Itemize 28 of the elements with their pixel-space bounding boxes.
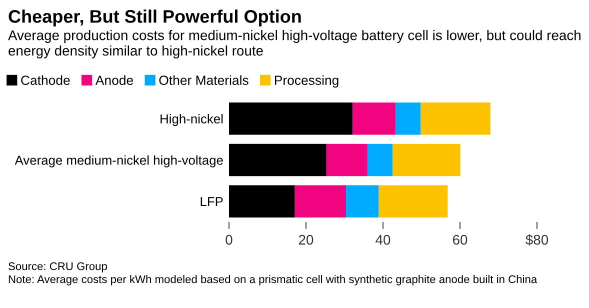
bar	[396, 102, 421, 135]
bar	[229, 144, 326, 176]
legend-label: Processing	[274, 75, 338, 88]
bar	[420, 102, 490, 135]
bar	[346, 185, 379, 218]
bar	[368, 144, 393, 176]
chart-title: Cheaper, But Still Powerful Option	[8, 10, 301, 26]
y-tick-label: Average medium-nickel high-voltage	[14, 155, 223, 168]
bar	[326, 144, 368, 176]
y-tick-label: High-nickel	[160, 114, 223, 126]
bar	[392, 144, 460, 176]
legend-label: Other Materials	[159, 75, 248, 85]
bar	[294, 185, 346, 218]
bar	[352, 102, 396, 135]
chart-subtitle: Average production costs for medium-nickel high-voltage battery cell is lower, but could reach energy density similar to high-nickel route	[8, 30, 580, 58]
x-tick-label: $80	[526, 234, 548, 246]
bar	[229, 102, 353, 135]
source-note: Source: CRU Group	[8, 262, 107, 272]
legend-label: Cathode	[21, 75, 70, 85]
x-tick-label: 20	[298, 234, 314, 245]
x-tick-label: 40	[376, 234, 390, 245]
bar	[229, 185, 295, 218]
x-tick-label: 0	[226, 234, 232, 245]
x-tick-label: 60	[452, 234, 468, 245]
legend-label: Anode	[95, 75, 133, 85]
y-tick-label: LFP	[200, 197, 223, 206]
text: Note: Average costs per kWh modeled based on a prismatic cell with synthetic graphite anode built in China	[8, 275, 538, 286]
bar	[378, 185, 448, 218]
